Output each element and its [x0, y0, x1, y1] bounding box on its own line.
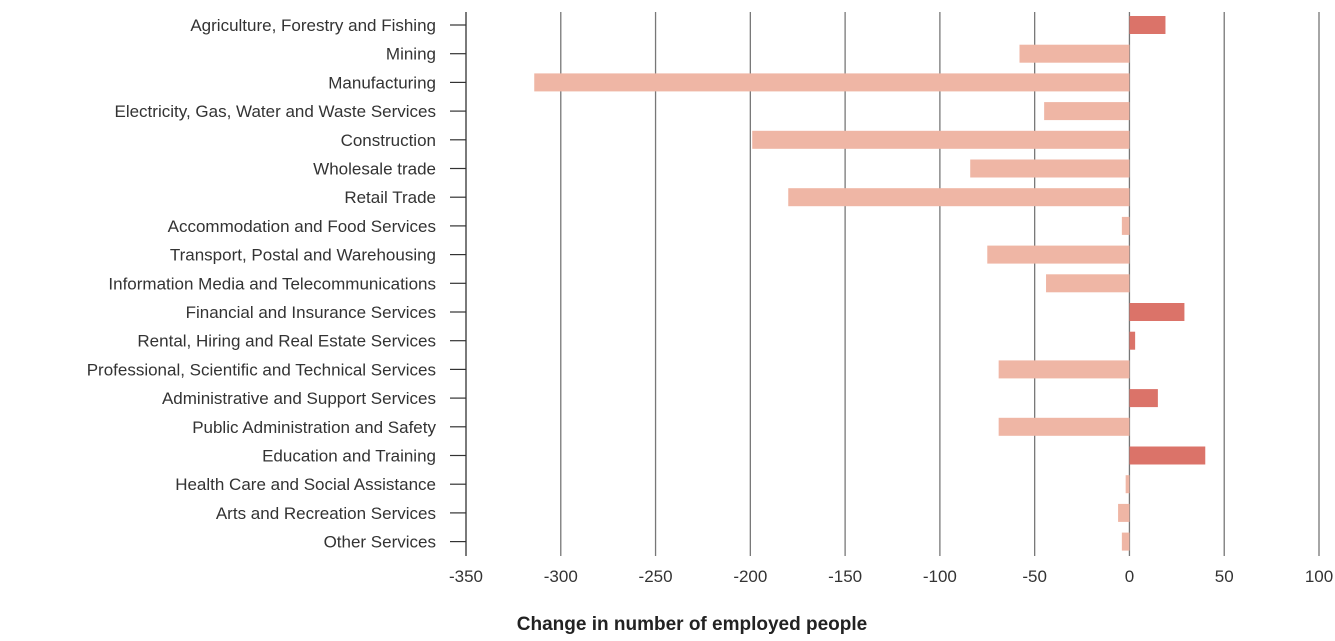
bar	[752, 130, 1130, 149]
x-axis-title: Change in number of employed people	[517, 614, 867, 635]
category-label: Accommodation and Food Services	[168, 217, 436, 236]
category-label: Arts and Recreation Services	[216, 504, 436, 523]
bar	[1125, 475, 1130, 494]
bar	[998, 360, 1130, 379]
bar	[1044, 102, 1130, 121]
category-label: Retail Trade	[344, 188, 436, 207]
category-label: Financial and Insurance Services	[186, 303, 436, 322]
bar	[1129, 16, 1166, 34]
category-label: Professional, Scientific and Technical S…	[87, 360, 436, 379]
x-tick-label: -50	[1022, 567, 1047, 586]
bar	[1019, 44, 1130, 63]
bar	[1129, 331, 1136, 350]
category-label: Information Media and Telecommunications	[108, 274, 436, 293]
x-tick-label: -200	[733, 567, 767, 586]
x-tick-label: -250	[639, 567, 673, 586]
category-label: Manufacturing	[328, 73, 436, 92]
category-label: Wholesale trade	[313, 160, 436, 179]
gridlines	[450, 12, 1320, 556]
bar	[987, 245, 1130, 264]
x-tick-label: 50	[1215, 567, 1234, 586]
bar	[1121, 532, 1130, 551]
category-label: Health Care and Social Assistance	[175, 475, 436, 494]
bars	[534, 16, 1206, 551]
bar	[1129, 303, 1185, 321]
x-tick-label: 0	[1125, 567, 1134, 586]
bar	[1121, 216, 1130, 235]
bar	[970, 159, 1130, 178]
x-tick-label: -300	[544, 567, 578, 586]
category-label: Other Services	[324, 533, 436, 552]
category-label: Public Administration and Safety	[192, 418, 436, 437]
bar	[1046, 274, 1130, 293]
category-label: Mining	[386, 45, 436, 64]
bar	[1118, 503, 1130, 522]
bar	[788, 188, 1130, 207]
category-label: Agriculture, Forestry and Fishing	[190, 16, 436, 35]
category-label: Administrative and Support Services	[162, 389, 436, 408]
category-label: Electricity, Gas, Water and Waste Servic…	[114, 102, 436, 121]
bar	[998, 417, 1130, 436]
x-tick-label: 100	[1305, 567, 1333, 586]
bar	[1129, 446, 1206, 465]
category-label: Rental, Hiring and Real Estate Services	[137, 332, 436, 351]
x-tick-label: -150	[828, 567, 862, 586]
category-label: Education and Training	[262, 447, 436, 466]
bar	[534, 73, 1130, 92]
category-labels: Agriculture, Forestry and Fishing Mining M…	[87, 16, 437, 552]
category-label: Construction	[341, 131, 436, 150]
bar	[1129, 389, 1158, 408]
category-label: Transport, Postal and Warehousing	[170, 246, 436, 265]
x-tick-labels: -350 -300 -250 -200 -150 -100 -50 0 50 100	[449, 567, 1333, 586]
x-tick-label: -350	[449, 567, 483, 586]
x-tick-label: -100	[923, 567, 957, 586]
